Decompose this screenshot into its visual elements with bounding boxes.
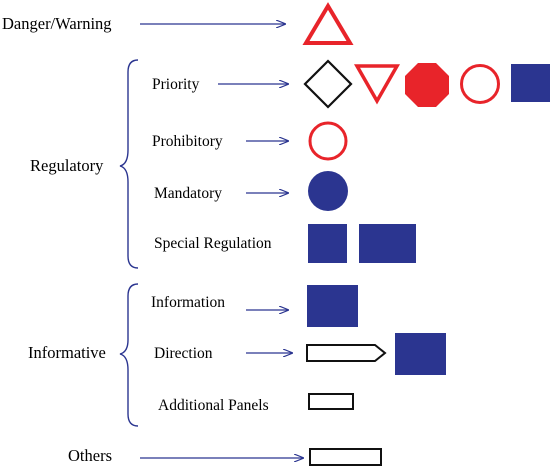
label-danger-warning: Danger/Warning [2,14,112,33]
label-additional-panels: Additional Panels [158,397,269,414]
label-others: Others [68,446,112,465]
others-panel-icon [309,448,382,466]
stop-octagon-icon [405,63,449,107]
label-informative: Informative [28,343,106,362]
give-way-triangle-icon [353,64,401,105]
priority-circle-icon [460,64,500,104]
label-mandatory: Mandatory [154,185,222,202]
information-square-icon [307,285,358,327]
label-direction: Direction [154,345,213,362]
label-priority: Priority [152,76,200,93]
label-regulatory: Regulatory [30,156,104,175]
priority-square-icon [511,64,550,102]
label-prohibitory: Prohibitory [152,133,223,150]
mandatory-circle-icon [308,171,348,211]
informative-brace [119,283,139,427]
priority-road-diamond-icon [303,59,353,109]
special-regulation-square-icon [308,224,347,263]
label-information: Information [151,294,225,311]
prohibitory-circle-icon [308,121,348,161]
special-regulation-rectangle-icon [359,224,416,263]
direction-arrow-sign-icon [306,344,387,362]
direction-square-icon [395,333,446,375]
additional-panel-icon [308,393,354,410]
regulatory-brace [119,59,139,269]
label-special-regulation: Special Regulation [154,235,272,252]
warning-triangle-icon [302,2,354,45]
